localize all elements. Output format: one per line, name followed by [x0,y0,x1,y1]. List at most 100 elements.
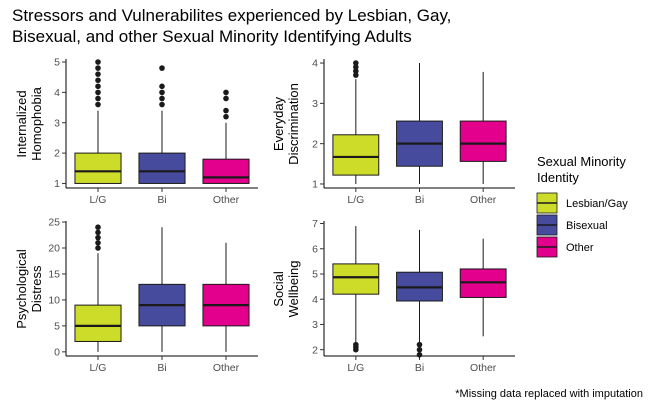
box-other [459,71,507,184]
y-axis-title-line: Psychological [14,249,29,329]
outlier-point [159,95,165,102]
panel-social-wellbeing: SocialWellbeing 2 3 4 5 6 7 L/G Bi Other [271,218,515,374]
y-tick-label: 25 [48,217,60,229]
outlier-point [95,83,101,90]
y-tick-label: 2 [54,148,60,160]
outlier-point [353,64,359,70]
box-l-g [332,60,380,184]
y-tick-label: 4 [312,58,318,70]
outlier-point [95,95,101,102]
y-axis-title-everyday-discrimination: EverydayDiscrimination [271,83,301,165]
panel-internalized-homophobia: InternalizedHomophobia 1 2 3 4 5 L/G Bi Other [14,57,258,206]
panel-everyday-discrimination: EverydayDiscrimination 1 2 3 4 L/G Bi Other [271,58,515,206]
x-tick-label: Bi [415,362,424,374]
y-tick-label: 2 [312,344,318,356]
outlier-point [416,341,423,348]
y-axis-title-psychological-distress: PsychologicalDistress [14,249,44,329]
y-axis-title-line: Distress [29,265,44,312]
x-tick-label: Other [213,362,240,374]
box-iqr [74,304,122,342]
x-tick-label: Other [470,194,497,206]
x-tick-label: L/G [90,194,107,206]
outlier-point [95,89,101,96]
box-iqr [332,134,380,176]
y-tick-label: 0 [54,346,60,358]
legend-label-lesbian-gay: Lesbian/Gay [566,198,628,210]
outlier-point [95,65,101,71]
outlier-point [223,89,229,96]
y-axis-title-line: Wellbeing [286,261,301,318]
y-axis-title-line: Internalized [14,90,29,157]
imputation-footnote: *Missing data replaced with imputation [455,388,643,400]
box-iqr [332,263,380,295]
box-iqr [459,120,507,162]
y-axis-title-line: Everyday [271,96,286,151]
box-bi [138,65,186,184]
outlier-point [353,72,359,78]
box-other [202,89,250,184]
outlier-point [95,224,101,231]
outlier-point [416,346,423,353]
y-tick-label: 2 [312,138,318,150]
x-tick-label: L/G [347,194,364,206]
x-tick-label: Bi [415,194,424,206]
chart-title: Stressors and Vulnerabilites experienced… [12,6,452,46]
outlier-point [159,83,165,90]
box-other [202,242,250,352]
y-tick-label: 5 [312,269,318,281]
legend-title-line1: Sexual Minority [537,154,626,169]
outlier-point [95,77,101,84]
box-l-g [74,224,122,352]
outlier-point [353,68,359,74]
outlier-point [159,65,165,71]
outlier-point [223,107,229,114]
outlier-point [223,113,229,120]
y-tick-label: 5 [54,320,60,332]
x-tick-label: L/G [347,362,364,374]
outlier-point [95,234,101,241]
box-l-g [74,59,122,184]
y-tick-label: 3 [312,319,318,331]
legend-title-line2: Identity [537,170,579,185]
y-tick-label: 4 [312,294,318,306]
y-tick-label: 3 [312,98,318,110]
y-tick-label: 1 [54,178,60,190]
y-tick-label: 1 [312,179,318,191]
outlier-point [159,101,165,108]
outlier-point [416,351,423,358]
outlier-point [95,240,101,246]
outlier-point [223,95,229,102]
outlier-point [159,89,165,96]
y-tick-label: 3 [54,117,60,129]
outlier-point [95,245,101,251]
box-other [459,238,507,337]
legend-label-bisexual: Bisexual [566,220,608,232]
box-bi [396,63,443,184]
legend: Sexual Minority Identity Lesbian/Gay Bis… [536,154,628,258]
y-tick-label: 7 [312,218,318,230]
x-tick-label: Bi [157,362,166,374]
x-tick-label: Other [470,362,497,374]
y-axis-title-line: Homophobia [29,86,44,160]
box-bi [138,227,186,352]
y-tick-label: 10 [48,295,60,307]
outlier-point [95,71,101,77]
box-iqr [138,152,186,184]
y-tick-label: 6 [312,243,318,255]
box-l-g [332,226,380,353]
y-axis-title-social-wellbeing: SocialWellbeing [271,261,301,318]
y-axis-title-internalized-homophobia: InternalizedHomophobia [14,86,44,160]
outlier-point [95,59,101,65]
y-tick-label: 20 [48,243,60,255]
x-tick-label: Other [213,194,240,206]
box-iqr [74,152,122,184]
y-axis-title-line: Social [271,271,286,307]
x-tick-label: L/G [90,362,107,374]
x-tick-label: Bi [157,194,166,206]
outlier-point [353,341,359,348]
y-tick-label: 15 [48,269,60,281]
panel-psychological-distress: PsychologicalDistress 0 5 10 15 20 25 L/G Bi Othe… [14,217,258,374]
box-bi [396,229,443,358]
